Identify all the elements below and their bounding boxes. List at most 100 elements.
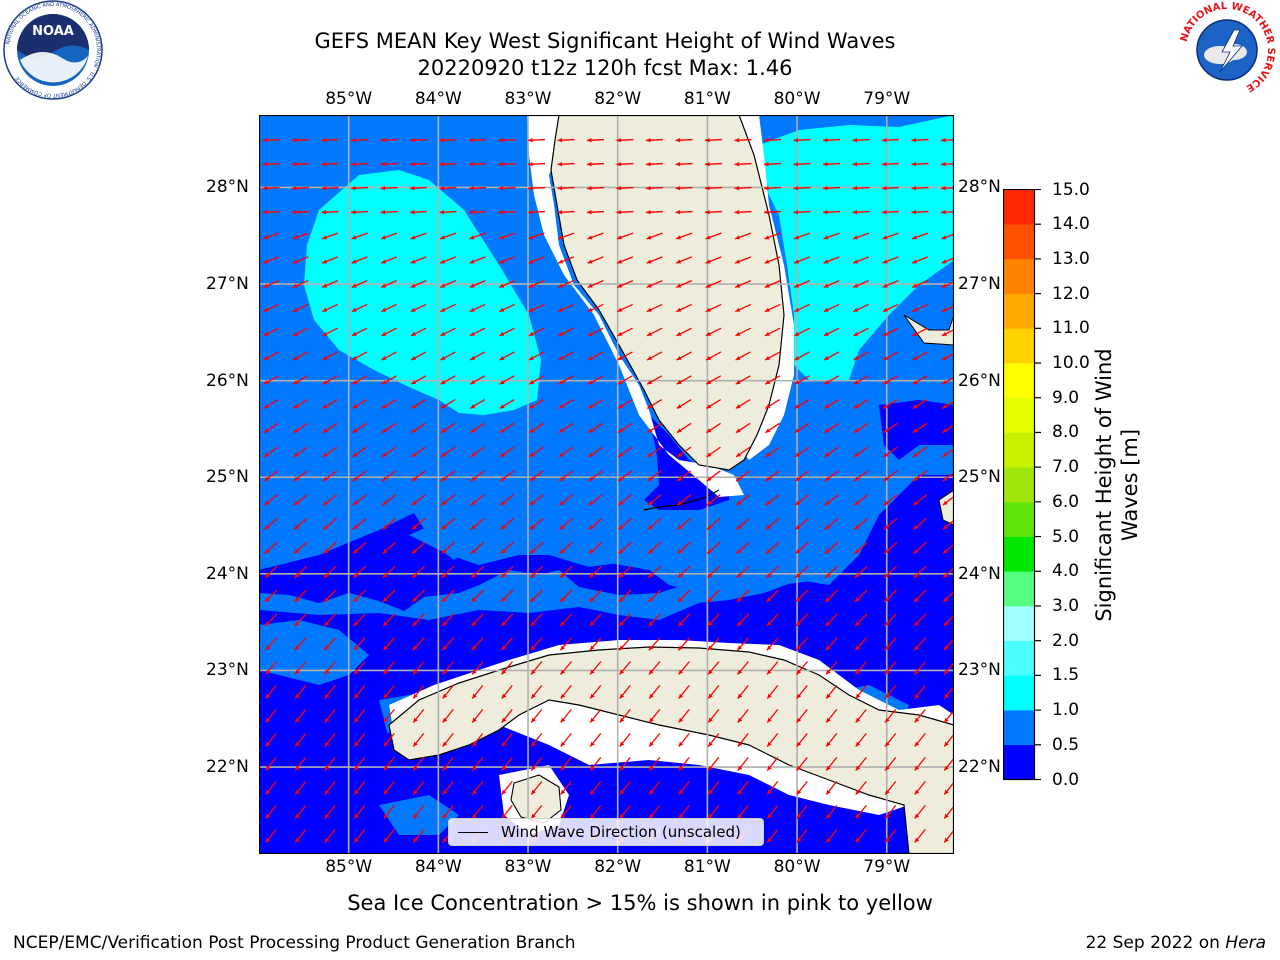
wave-direction-arrow bbox=[766, 756, 779, 772]
wave-direction-arrow bbox=[440, 446, 456, 458]
wave-direction-arrow bbox=[324, 804, 336, 820]
wave-direction-arrow bbox=[381, 494, 397, 506]
wave-direction-arrow bbox=[912, 375, 928, 385]
wave-direction-arrow bbox=[293, 422, 308, 434]
wave-direction-arrow bbox=[707, 756, 720, 772]
colorbar-cell bbox=[1003, 571, 1035, 607]
wave-direction-arrow bbox=[381, 303, 397, 313]
wave-direction-arrow bbox=[352, 541, 367, 555]
wave-direction-arrow bbox=[440, 303, 456, 313]
lon-tick-bottom: 82°W bbox=[594, 857, 642, 877]
wave-direction-arrow bbox=[737, 708, 749, 724]
wave-direction-arrow bbox=[264, 541, 278, 555]
wave-direction-arrow bbox=[352, 470, 367, 482]
colorbar-tick-label: 15.0 bbox=[1052, 179, 1090, 200]
wave-direction-arrow bbox=[589, 589, 602, 603]
wave-direction-arrow bbox=[941, 233, 954, 240]
wave-direction-arrow bbox=[648, 613, 661, 627]
lon-tick-bottom: 83°W bbox=[504, 857, 552, 877]
wave-direction-arrow bbox=[530, 613, 543, 627]
wave-direction-arrow bbox=[765, 565, 780, 579]
noaa-logo-icon: NOAA NATIONAL OCEANIC AND ATMOSPHERIC AD… bbox=[3, 0, 103, 100]
wave-direction-arrow bbox=[500, 637, 514, 651]
wave-direction-arrow bbox=[500, 589, 514, 603]
wave-direction-arrow bbox=[884, 804, 897, 820]
wave-direction-arrow bbox=[294, 804, 307, 820]
lat-tick-left: 26°N bbox=[206, 370, 249, 391]
wave-direction-arrow bbox=[412, 828, 425, 844]
wave-direction-arrow bbox=[884, 589, 897, 603]
wave-direction-arrow bbox=[588, 518, 603, 530]
wave-direction-arrow bbox=[706, 565, 721, 579]
wave-direction-arrow bbox=[735, 422, 751, 434]
wave-direction-arrow bbox=[527, 162, 546, 167]
wave-direction-arrow bbox=[440, 327, 456, 337]
wave-direction-arrow bbox=[442, 732, 454, 748]
wave-direction-arrow bbox=[559, 613, 573, 627]
wave-direction-arrow bbox=[884, 780, 897, 796]
wave-direction-arrow bbox=[914, 708, 926, 724]
wave-direction-arrow bbox=[912, 446, 928, 458]
wave-direction-arrow bbox=[263, 470, 279, 482]
wave-direction-arrow bbox=[498, 162, 516, 167]
wave-direction-arrow bbox=[558, 327, 574, 337]
wave-direction-arrow bbox=[558, 351, 574, 361]
wave-direction-arrow bbox=[528, 351, 545, 361]
wave-direction-arrow bbox=[882, 232, 899, 240]
wave-direction-arrow bbox=[439, 186, 457, 191]
wave-direction-arrow bbox=[350, 138, 369, 143]
wave-direction-arrow bbox=[294, 708, 307, 724]
wave-direction-arrow bbox=[381, 375, 397, 385]
wave-direction-arrow bbox=[914, 684, 926, 700]
wave-direction-arrow bbox=[705, 351, 722, 361]
wave-direction-arrow bbox=[647, 446, 662, 458]
wave-direction-arrow bbox=[675, 138, 693, 143]
wave-direction-arrow bbox=[705, 280, 722, 288]
wave-direction-arrow bbox=[912, 327, 928, 337]
colorbar-tick-label: 0.0 bbox=[1052, 769, 1080, 790]
wave-direction-arrow bbox=[293, 541, 308, 555]
colorbar-cell bbox=[1003, 640, 1035, 676]
wave-direction-arrow bbox=[322, 470, 338, 482]
grand-bahama-land bbox=[903, 314, 954, 346]
wave-direction-arrow bbox=[501, 684, 513, 700]
wave-direction-arrow bbox=[499, 351, 515, 361]
wave-direction-arrow bbox=[470, 541, 485, 555]
wave-direction-arrow bbox=[500, 518, 514, 530]
wave-direction-arrow bbox=[440, 422, 456, 434]
wave-direction-arrow bbox=[911, 186, 929, 191]
wave-direction-arrow bbox=[262, 210, 280, 215]
wave-direction-arrow bbox=[676, 494, 692, 506]
wave-direction-arrow bbox=[469, 303, 486, 313]
wave-direction-arrow bbox=[322, 327, 338, 337]
wave-direction-arrow bbox=[884, 828, 897, 844]
wave-direction-arrow bbox=[852, 232, 870, 240]
wave-direction-arrow bbox=[557, 162, 575, 167]
wave-direction-arrow bbox=[853, 494, 869, 506]
wave-direction-arrow bbox=[530, 661, 543, 675]
wave-direction-arrow bbox=[825, 661, 838, 675]
wave-direction-arrow bbox=[913, 518, 927, 530]
wave-direction-arrow bbox=[736, 541, 750, 555]
wave-direction-arrow bbox=[619, 756, 631, 772]
wave-direction-arrow bbox=[263, 422, 279, 434]
colorbar-cell bbox=[1003, 675, 1035, 711]
wave-direction-arrow bbox=[323, 637, 337, 651]
wave-direction-arrow bbox=[913, 541, 927, 555]
wave-direction-arrow bbox=[735, 446, 751, 458]
wave-direction-arrow bbox=[765, 470, 780, 482]
wave-direction-arrow bbox=[706, 541, 721, 555]
wave-direction-arrow bbox=[263, 375, 279, 385]
wave-direction-arrow bbox=[852, 280, 870, 288]
wave-direction-arrow bbox=[351, 303, 368, 313]
wave-direction-arrow bbox=[560, 804, 572, 820]
wave-direction-arrow bbox=[824, 541, 839, 555]
wave-direction-arrow bbox=[324, 780, 336, 796]
colorbar bbox=[1003, 189, 1041, 781]
wave-direction-arrow bbox=[440, 470, 456, 482]
wave-direction-arrow bbox=[265, 780, 277, 796]
wave-direction-arrow bbox=[350, 210, 369, 215]
wave-direction-arrow bbox=[352, 518, 367, 530]
wave-direction-arrow bbox=[736, 613, 750, 627]
wave-direction-arrow bbox=[883, 470, 898, 482]
